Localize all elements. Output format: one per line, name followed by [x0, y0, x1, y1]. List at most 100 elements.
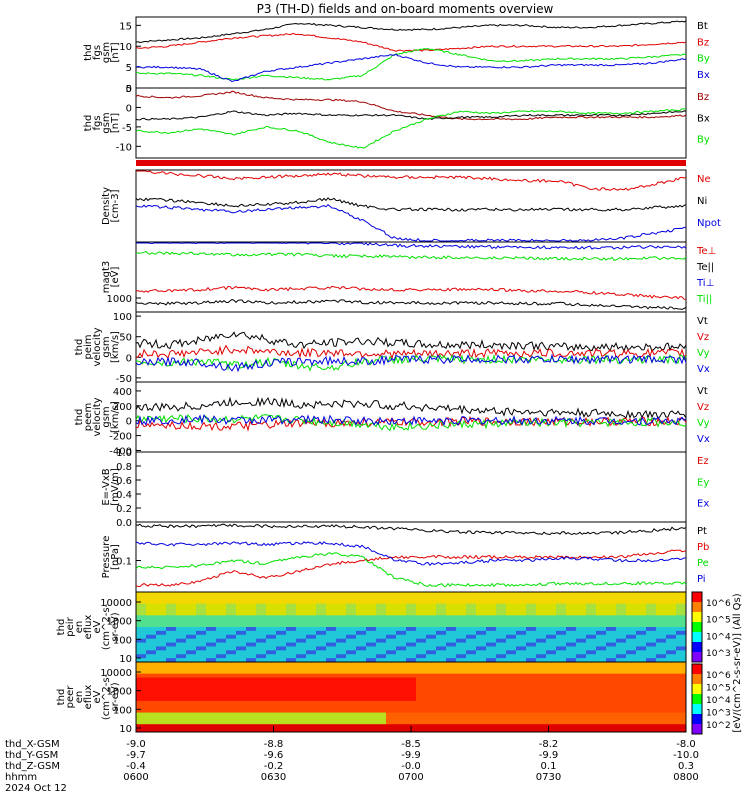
heat-cell	[206, 669, 217, 675]
heat-cell	[246, 603, 257, 609]
heat-cell	[416, 697, 427, 702]
heat-cell	[536, 662, 547, 667]
heat-cell	[476, 646, 487, 651]
heat-cell	[246, 697, 257, 702]
heat-cell	[356, 728, 367, 733]
heat-cell	[676, 662, 687, 667]
heat-cell	[296, 716, 307, 721]
series-Vz	[135, 344, 687, 360]
heat-cell	[496, 716, 507, 721]
heat-cell	[276, 662, 287, 667]
heat-cell	[566, 697, 577, 702]
heat-cell	[416, 646, 427, 651]
heat-cell	[226, 638, 237, 644]
heat-cell	[416, 712, 427, 717]
panel-ylabel: peir	[65, 616, 76, 636]
heat-cell	[196, 658, 207, 663]
heat-cell	[536, 685, 547, 690]
heat-cell	[476, 658, 487, 663]
heat-cell	[516, 658, 527, 663]
heat-cell	[596, 654, 607, 659]
heat-cell	[256, 669, 267, 675]
heat-cell	[366, 592, 377, 597]
heat-cell	[306, 704, 317, 710]
heat-cell	[666, 607, 677, 612]
heat-cell	[546, 697, 557, 702]
heat-cell	[646, 650, 657, 655]
heat-cell	[616, 700, 627, 706]
heat-cell	[606, 611, 617, 616]
heat-cell	[566, 658, 577, 663]
heat-cell	[196, 677, 207, 682]
heat-cell	[646, 603, 657, 609]
heat-cell	[626, 662, 637, 667]
heat-cell	[666, 673, 677, 679]
heat-cell	[566, 638, 577, 644]
heat-cell	[506, 677, 517, 682]
heat-cell	[356, 681, 367, 686]
heat-cell	[426, 665, 437, 671]
heat-cell	[426, 595, 437, 601]
x-row-value: 0600	[123, 772, 148, 783]
heat-cell	[436, 708, 447, 714]
heat-cell	[336, 662, 347, 667]
heat-cell	[266, 720, 277, 725]
heat-cell	[506, 689, 517, 694]
heat-cell	[476, 650, 487, 655]
heat-cell	[386, 611, 397, 616]
heat-cell	[336, 634, 347, 640]
heat-cell	[556, 704, 567, 710]
heat-cell	[656, 704, 667, 710]
heat-cell	[376, 611, 387, 616]
heat-cell	[216, 592, 227, 597]
heat-cell	[536, 638, 547, 644]
heat-cell	[246, 638, 257, 644]
heat-cell	[636, 650, 647, 655]
heat-cell	[576, 665, 587, 671]
heat-cell	[496, 665, 507, 671]
heat-cell	[416, 669, 427, 675]
heat-cell	[256, 630, 267, 636]
heat-cell	[296, 665, 307, 671]
heat-cell	[406, 704, 417, 710]
legend-Te⊥: Te⊥	[696, 246, 716, 257]
heat-cell	[596, 677, 607, 682]
heat-cell	[506, 623, 517, 628]
heat-cell	[356, 615, 367, 620]
heat-cell	[306, 673, 317, 679]
heat-cell	[626, 615, 637, 620]
heat-cell	[416, 599, 427, 605]
heat-cell	[586, 681, 597, 686]
heat-cell	[186, 728, 197, 733]
heat-cell	[366, 599, 377, 605]
panel-6: thdpeemvelocitygsm[km/s]4002000-200-400V…	[74, 381, 710, 458]
heat-cell	[536, 693, 547, 698]
heat-cell	[556, 638, 567, 644]
heat-cell	[366, 693, 377, 698]
heat-cell	[416, 638, 427, 644]
x-row-value: -0.0	[401, 761, 421, 772]
heat-cell	[386, 669, 397, 675]
heat-cell	[316, 720, 327, 725]
heat-cell	[446, 704, 457, 710]
heat-cell	[526, 615, 537, 620]
heat-cell	[456, 700, 467, 706]
heat-cell	[296, 693, 307, 698]
x-row-value: -0.2	[264, 761, 284, 772]
heat-cell	[456, 685, 467, 690]
heat-cell	[276, 712, 287, 717]
heat-cell	[346, 654, 357, 659]
heat-cell	[176, 607, 187, 612]
heat-cell	[266, 642, 277, 647]
heat-cell	[516, 634, 527, 640]
heat-cell	[136, 662, 147, 667]
heat-cell	[586, 712, 597, 717]
heat-cell	[556, 716, 567, 721]
heat-cell	[286, 712, 297, 717]
heat-cell	[356, 662, 367, 667]
heat-cell	[556, 689, 567, 694]
heat-cell	[146, 685, 157, 690]
heat-cell	[556, 607, 567, 612]
heat-cell	[646, 638, 657, 644]
series-By	[135, 108, 687, 149]
